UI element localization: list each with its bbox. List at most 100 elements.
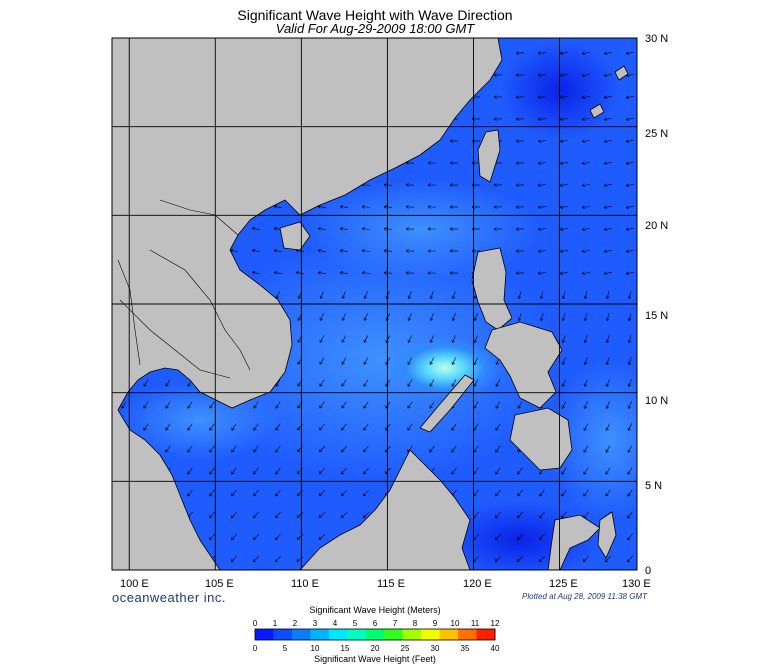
lon-label-110e: 110 E — [291, 578, 319, 590]
map-title: Significant Wave Height with Wave Direct… — [237, 7, 513, 23]
wave-arrow — [341, 291, 346, 299]
wave-arrow — [603, 227, 613, 232]
land-taiwan-island — [477, 129, 501, 183]
wave-arrow — [537, 139, 547, 143]
wave-arrow — [209, 533, 215, 541]
wave-arrow — [537, 73, 547, 77]
wave-arrow — [515, 117, 525, 121]
wave-arrow — [273, 204, 282, 209]
wave-arrow — [339, 205, 349, 209]
wave-arrow — [559, 161, 569, 165]
wave-arrow — [537, 161, 547, 165]
wave-arrow — [363, 335, 369, 343]
wave-arrow — [121, 401, 127, 409]
wave-arrow — [473, 379, 479, 387]
wave-arrow — [407, 313, 412, 321]
wave-arrow — [627, 445, 633, 453]
wave-arrow — [451, 313, 456, 321]
wave-arrow — [319, 313, 325, 321]
colorbar-swatch — [291, 629, 311, 640]
wave-arrow — [583, 357, 588, 365]
wave-arrow — [493, 227, 503, 231]
wave-arrow — [581, 271, 591, 275]
wave-arrow — [495, 379, 501, 387]
wave-arrow — [407, 357, 413, 365]
wave-arrow — [275, 445, 281, 453]
wave-arrow — [209, 445, 215, 453]
wave-arrow — [627, 313, 632, 322]
wave-arrow — [605, 467, 611, 475]
wave-arrow — [451, 357, 457, 365]
wave-arrow — [495, 423, 501, 431]
wave-arrow — [339, 227, 349, 231]
wave-arrow — [539, 313, 544, 322]
wave-arrow — [559, 205, 569, 209]
colorbar-tick-meters: 9 — [433, 619, 438, 628]
wave-arrow — [583, 467, 589, 475]
wave-arrow — [605, 489, 611, 497]
wave-arrow — [319, 445, 325, 453]
wave-arrow — [559, 73, 569, 77]
wave-arrow — [341, 423, 347, 431]
wave-arrow — [603, 161, 613, 166]
colorbar-swatch — [402, 629, 422, 640]
wave-arrow — [341, 445, 347, 453]
wave-arrow — [581, 249, 591, 253]
wave-arrow — [252, 555, 260, 563]
wave-arrow — [363, 401, 369, 409]
wave-arrow — [407, 423, 413, 431]
colorbar-swatch — [458, 629, 478, 640]
lat-lon-grid — [112, 38, 637, 570]
lon-label-130e: 130 E — [622, 578, 651, 590]
wave-arrow — [517, 313, 522, 322]
wave-arrow — [451, 445, 457, 453]
wave-arrow — [362, 512, 370, 519]
wave-arrow — [603, 249, 613, 254]
colorbar-tick-meters: 0 — [253, 619, 258, 628]
wave-arrow — [561, 357, 566, 365]
wave-arrow — [605, 445, 611, 453]
wave-arrow — [363, 313, 368, 321]
wave-arrow — [451, 423, 457, 431]
colorbar — [255, 629, 496, 640]
lat-label-10n: 10 N — [645, 395, 668, 407]
wave-arrow — [296, 556, 304, 562]
wave-arrow — [429, 335, 434, 343]
colorbar-tick-feet: 15 — [341, 644, 350, 653]
wave-arrow — [429, 313, 434, 321]
wave-arrow — [581, 205, 591, 209]
wave-arrow — [253, 511, 259, 519]
wave-arrow — [495, 489, 501, 497]
wave-arrow — [251, 270, 260, 275]
wave-arrow — [363, 445, 369, 453]
wave-arrow — [515, 271, 525, 275]
wave-arrow — [296, 512, 304, 518]
wave-arrow — [274, 555, 282, 563]
land-sulawesi-island — [547, 514, 601, 570]
colorbar-tick-meters: 10 — [451, 619, 460, 628]
wave-arrow — [405, 249, 415, 253]
wave-arrow — [539, 291, 544, 300]
wave-arrow — [253, 489, 259, 497]
wave-arrow — [165, 379, 171, 387]
wave-arrow — [231, 445, 237, 453]
wave-arrow — [209, 511, 215, 519]
wave-arrow — [165, 423, 171, 431]
wave-arrow — [449, 205, 459, 209]
wave-arrow — [317, 226, 327, 231]
land-ryukyu-islands — [589, 65, 629, 119]
wave-arrow — [517, 291, 522, 300]
colorbar-tick-meters: 11 — [471, 619, 480, 628]
wave-arrow — [627, 423, 633, 431]
wave-arrow — [275, 423, 281, 431]
colorbar-swatch — [476, 629, 496, 640]
wave-arrow — [451, 379, 457, 387]
wave-arrow — [296, 534, 304, 540]
colorbar-swatch — [328, 629, 348, 640]
wave-arrow — [427, 161, 437, 165]
wave-arrow — [627, 555, 633, 563]
wave-arrow — [340, 489, 348, 497]
wave-arrow — [627, 357, 632, 365]
colorbar-tick-meters: 4 — [333, 619, 338, 628]
lon-label-125e: 125 E — [549, 578, 578, 590]
